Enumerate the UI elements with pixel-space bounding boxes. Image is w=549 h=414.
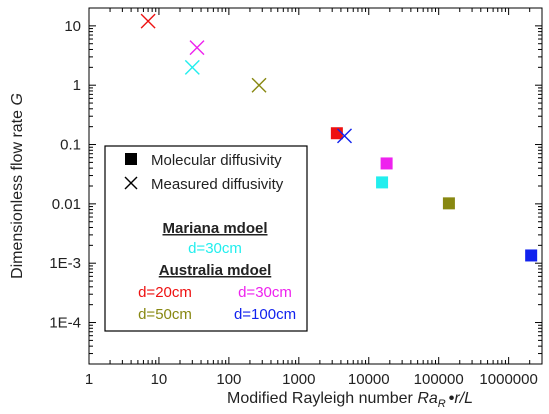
- x-tick-label: 1000: [282, 371, 315, 388]
- y-tick-label: 1E-4: [49, 315, 81, 332]
- data-point-cross: [140, 13, 156, 29]
- data-marks: [140, 13, 538, 262]
- data-point-cross: [189, 40, 205, 56]
- y-tick-label: 0.01: [52, 196, 81, 213]
- legend: Molecular diffusivity Measured diffusivi…: [104, 145, 308, 332]
- y-tick-label: 0.1: [60, 137, 81, 154]
- y-axis-title: Dimensionless flow rate G: [9, 93, 26, 279]
- x-axis-title: Modified Rayleigh number RaR •r/L: [227, 390, 473, 410]
- data-point-cross: [184, 59, 200, 75]
- legend-label-measured: Measured diffusivity: [151, 176, 284, 193]
- data-point-square: [442, 197, 455, 210]
- x-tick-label: 100000: [414, 371, 464, 388]
- legend-cross-marker: [124, 176, 138, 190]
- axis-ticks: 1 10 100 1000 10000 100000 1000000 10 1 0.1 0.01 1E…: [49, 7, 543, 388]
- legend-entry-australia-100: d=100cm: [234, 306, 296, 323]
- x-tick-label: 1000000: [479, 371, 537, 388]
- legend-box: [104, 145, 308, 332]
- legend-entry-australia-50: d=50cm: [138, 306, 192, 323]
- y-tick-label: 1: [73, 77, 81, 94]
- legend-label-molecular: Molecular diffusivity: [151, 152, 282, 169]
- legend-square-marker: [125, 153, 137, 165]
- legend-entry-australia-20: d=20cm: [138, 284, 192, 301]
- y-tick-label: 10: [64, 18, 81, 35]
- y-tick-label: 1E-3: [49, 255, 81, 272]
- legend-heading-mariana: Mariana mdoel: [162, 220, 267, 237]
- legend-entry-australia-30: d=30cm: [238, 284, 292, 301]
- data-point-cross: [251, 77, 267, 93]
- x-tick-label: 1: [85, 371, 93, 388]
- data-point-square: [376, 176, 389, 189]
- data-point-square: [525, 249, 538, 262]
- x-tick-label: 100: [216, 371, 241, 388]
- data-point-square: [380, 157, 393, 170]
- x-tick-label: 10: [151, 371, 168, 388]
- data-point-cross: [337, 128, 352, 144]
- legend-entry-mariana-30: d=30cm: [188, 240, 242, 257]
- legend-heading-australia: Australia mdoel: [159, 262, 272, 279]
- x-tick-label: 10000: [348, 371, 390, 388]
